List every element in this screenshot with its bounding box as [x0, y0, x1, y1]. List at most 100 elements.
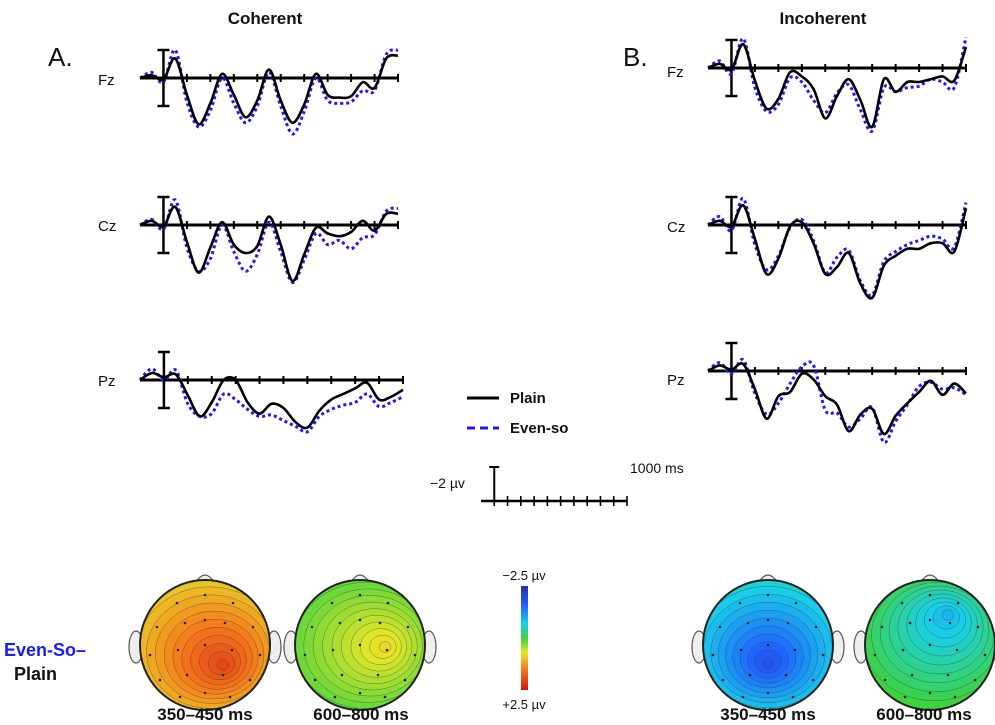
electrode-dot	[203, 643, 207, 647]
electrode-dot	[331, 648, 335, 652]
colorbar-bottom-label: +2.5 µv	[502, 697, 546, 712]
electrode-dot	[746, 621, 750, 625]
panel-a-letter: A.	[48, 42, 73, 72]
head-topomap-icon	[283, 574, 437, 711]
electrode-dot	[338, 621, 342, 625]
electrode-dot	[358, 643, 362, 647]
electrode-dot	[358, 691, 362, 695]
electrode-label-pz-a: Pz	[98, 373, 116, 390]
isocontour	[761, 657, 775, 669]
topomap-fill	[865, 580, 995, 710]
electrode-dot	[793, 648, 797, 652]
electrode-dot	[983, 653, 987, 657]
wave-even-so-pz	[707, 357, 967, 444]
electrode-dot	[766, 593, 770, 597]
electrode-dot	[711, 653, 715, 657]
scale-bar-time-label: 1000 ms	[630, 460, 684, 476]
topomap-fill	[140, 580, 270, 710]
electrode-dot	[976, 625, 980, 629]
electrode-dot	[358, 593, 362, 597]
electrode-dot	[228, 695, 232, 699]
head-outline	[139, 579, 271, 711]
electrode-dot	[155, 625, 159, 629]
electrode-dot	[901, 648, 905, 652]
head-outline	[294, 579, 426, 711]
wave-plain-cz	[707, 204, 968, 300]
electrode-dot	[303, 653, 307, 657]
topomap-fill	[703, 580, 833, 710]
electrode-dot	[910, 673, 914, 677]
electrode-label-fz-a: Fz	[98, 72, 115, 89]
time-window-label-incoherent-late: 600–800 ms	[876, 705, 971, 724]
scale-bar: −2 µv 1000 ms	[430, 460, 684, 506]
electrode-dot	[739, 648, 743, 652]
electrode-dot	[748, 673, 752, 677]
scale-bar-amplitude-label: −2 µv	[430, 475, 465, 491]
erp-plot-incoherent-pz	[707, 341, 967, 444]
electrode-dot	[183, 621, 187, 625]
head-topomap-icon	[691, 574, 845, 711]
electrode-dot	[721, 678, 725, 682]
electrode-dot	[821, 653, 825, 657]
electrode-dot	[178, 695, 182, 699]
electrode-dot	[378, 621, 382, 625]
electrode-label-cz-b: Cz	[667, 219, 685, 236]
topomaps	[128, 574, 995, 711]
difference-label-line1: Even-So–	[4, 640, 86, 660]
electrode-dot	[766, 618, 770, 622]
difference-label-line2: Plain	[14, 664, 57, 684]
electrode-dot	[928, 643, 932, 647]
electrode-dot	[310, 625, 314, 629]
electrode-dot	[175, 601, 179, 605]
electrode-dot	[313, 678, 317, 682]
panel-b-letter: B.	[623, 42, 648, 72]
electrode-dot	[158, 678, 162, 682]
legend: Plain Even-so	[467, 390, 568, 437]
electrode-dot	[386, 601, 390, 605]
time-window-label-incoherent-early: 350–450 ms	[720, 705, 815, 724]
electrode-dot	[358, 618, 362, 622]
scale-bar-axis	[481, 466, 628, 506]
electrode-dot	[741, 695, 745, 699]
wave-plain-fz	[707, 42, 968, 129]
time-window-label-coherent-late: 600–800 ms	[313, 705, 408, 724]
electrode-label-pz-b: Pz	[667, 372, 685, 389]
electrode-dot	[221, 673, 225, 677]
electrode-dot	[786, 621, 790, 625]
electrode-dot	[956, 601, 960, 605]
erp-plot-coherent-cz	[139, 195, 399, 284]
electrode-dot	[953, 695, 957, 699]
colorbar-gradient	[521, 586, 528, 690]
head-topomap-icon	[853, 574, 995, 711]
electrode-dot	[948, 621, 952, 625]
electrode-dot	[185, 673, 189, 677]
electrode-dot	[223, 621, 227, 625]
electrode-dot	[791, 695, 795, 699]
erp-wave-plots	[138, 36, 968, 444]
erp-plot-incoherent-cz	[707, 195, 968, 300]
electrode-dot	[403, 678, 407, 682]
electrode-dot	[784, 673, 788, 677]
electrode-dot	[383, 695, 387, 699]
time-window-label-coherent-early: 350–450 ms	[157, 705, 252, 724]
electrode-dot	[955, 648, 959, 652]
electrode-dot	[873, 653, 877, 657]
legend-plain-label: Plain	[510, 390, 546, 407]
electrode-dot	[738, 601, 742, 605]
electrode-dot	[794, 601, 798, 605]
electrode-dot	[258, 653, 262, 657]
electrode-label-fz-b: Fz	[667, 64, 684, 81]
electrode-dot	[928, 618, 932, 622]
head-topomap-icon	[128, 574, 282, 711]
electrode-dot	[946, 673, 950, 677]
isocontour	[941, 609, 955, 621]
legend-even-so-label: Even-so	[510, 420, 568, 437]
head-outline	[702, 579, 834, 711]
wave-plain-fz	[139, 53, 399, 126]
electrode-dot	[176, 648, 180, 652]
topomap-fill	[295, 580, 425, 710]
electrode-dot	[330, 601, 334, 605]
electrode-dot	[385, 648, 389, 652]
electrode-dot	[340, 673, 344, 677]
